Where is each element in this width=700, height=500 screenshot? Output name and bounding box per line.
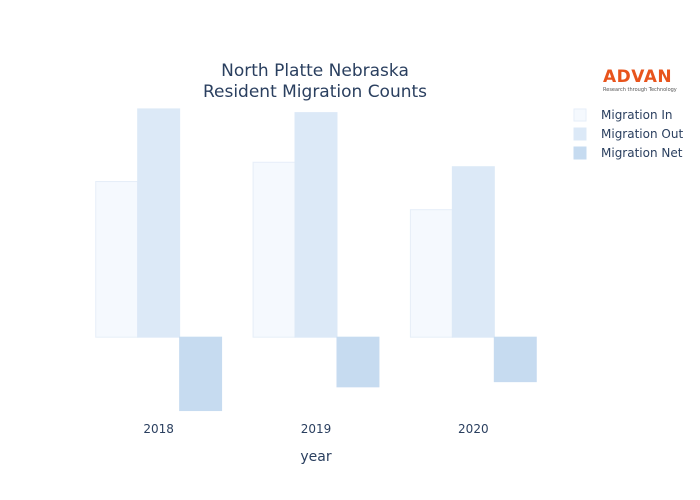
x-axis-ticks: 2018 2019 2020	[143, 422, 488, 436]
legend-item-migration-in[interactable]: Migration In	[573, 108, 673, 122]
x-tick-label: 2018	[143, 422, 174, 436]
bar-migration-net-2018[interactable]	[179, 336, 223, 412]
legend-swatch	[573, 146, 587, 160]
logo-wordmark: ADVAN	[603, 67, 672, 87]
logo-tagline: Research through Technology	[603, 87, 677, 93]
legend-swatch	[573, 127, 587, 141]
bar-migration-in-2020[interactable]	[409, 209, 453, 338]
chart-title-line-1: North Platte Nebraska	[221, 61, 409, 81]
x-tick-label: 2019	[301, 422, 332, 436]
chart-title: North Platte Nebraska Resident Migration…	[203, 61, 427, 102]
legend-item-migration-net[interactable]: Migration Net	[573, 146, 683, 160]
advan-logo: ADVAN Research through Technology	[603, 67, 677, 93]
bar-migration-out-2020[interactable]	[451, 166, 495, 338]
bar-migration-in-2019[interactable]	[252, 161, 296, 338]
legend: Migration In Migration Out Migration Net	[573, 108, 683, 160]
chart-title-line-2: Resident Migration Counts	[203, 82, 427, 102]
legend-swatch	[573, 108, 587, 122]
plot-area	[95, 108, 537, 412]
legend-label: Migration Net	[601, 146, 683, 160]
legend-item-migration-out[interactable]: Migration Out	[573, 127, 683, 141]
bar-migration-net-2020[interactable]	[493, 336, 537, 383]
x-axis-title: year	[300, 449, 331, 465]
bar-migration-in-2018[interactable]	[95, 181, 139, 338]
bar-migration-out-2019[interactable]	[294, 112, 338, 338]
x-tick-label: 2020	[458, 422, 489, 436]
bar-migration-out-2018[interactable]	[137, 108, 181, 338]
legend-label: Migration In	[601, 108, 673, 122]
bar-migration-net-2019[interactable]	[336, 336, 380, 388]
legend-label: Migration Out	[601, 127, 683, 141]
